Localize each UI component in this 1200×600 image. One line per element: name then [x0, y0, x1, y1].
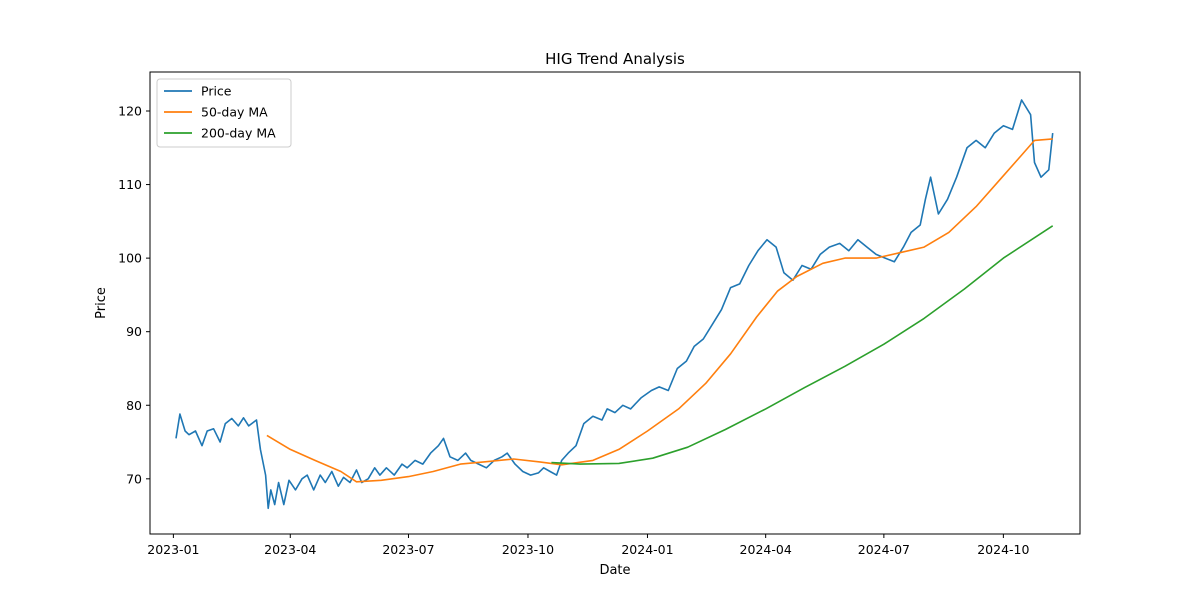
series-line-0: [175, 99, 1054, 510]
plot-frame: [149, 71, 1081, 535]
y-tick-label-2: 90: [126, 324, 142, 339]
y-tick-label-3: 100: [118, 251, 142, 266]
legend-label-1: 50-day MA: [201, 105, 268, 120]
y-tick-label-5: 120: [118, 103, 142, 118]
x-tick-label-2: 2023-07: [382, 542, 434, 557]
legend-label-0: Price: [201, 84, 232, 99]
y-axis: 70 80 90 100 110 120: [118, 103, 150, 486]
x-tick-label-6: 2024-07: [858, 542, 910, 557]
y-tick-label-1: 80: [126, 398, 142, 413]
x-tick-label-1: 2023-04: [264, 542, 316, 557]
x-tick-label-0: 2023-01: [147, 542, 199, 557]
x-tick-label-3: 2023-10: [502, 542, 554, 557]
legend-box: [156, 78, 292, 148]
legend: Price 50-day MA 200-day MA: [156, 78, 292, 148]
legend-label-2: 200-day MA: [201, 126, 276, 141]
y-axis-label: Price: [94, 287, 109, 319]
x-tick-label-4: 2024-01: [621, 542, 673, 557]
series-layer: [175, 99, 1054, 510]
x-axis-label: Date: [599, 563, 630, 578]
chart-title: HIG Trend Analysis: [545, 50, 685, 68]
y-tick-label-4: 110: [118, 177, 142, 192]
x-tick-label-5: 2024-04: [740, 542, 792, 557]
series-line-2: [551, 225, 1054, 465]
x-tick-label-7: 2024-10: [977, 542, 1029, 557]
series-line-1: [266, 138, 1053, 483]
x-axis: 2023-01 2023-04 2023-07 2023-10 2024-01 2024-…: [147, 534, 1030, 557]
y-tick-label-0: 70: [126, 471, 142, 486]
